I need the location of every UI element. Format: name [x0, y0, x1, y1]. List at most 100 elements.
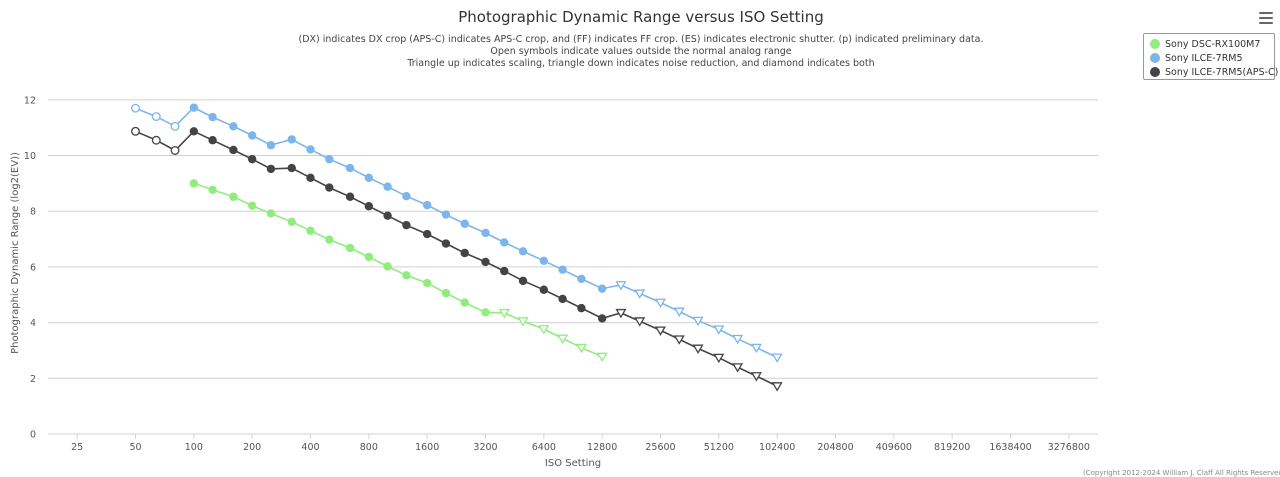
data-point-triangle-down: [615, 281, 627, 291]
chart-subtitle-line-3: Triangle up indicates scaling, triangle …: [406, 58, 874, 69]
data-point: [287, 163, 296, 173]
data-point: [422, 278, 432, 288]
legend-marker-7rm5-apsc: [1150, 67, 1160, 77]
data-point-open: [131, 126, 140, 136]
series-3: [131, 126, 783, 392]
x-tick-label: 3276800: [1048, 442, 1090, 453]
x-tick-label: 3200: [473, 442, 497, 453]
data-point: [402, 220, 411, 230]
data-point-open: [151, 135, 161, 145]
x-tick-label: 409600: [876, 442, 912, 453]
data-point: [247, 201, 257, 210]
data-point: [597, 284, 607, 293]
data-point: [345, 243, 355, 253]
y-axis-title: Photographic Dynamic Range (log2(EV)): [10, 152, 21, 354]
series-line: [135, 130, 778, 387]
data-point-triangle-down: [732, 363, 744, 373]
data-point-triangle-down: [692, 344, 704, 354]
x-tick-label: 12800: [587, 442, 617, 453]
legend-item-7rm5-apsc[interactable]: Sony ILCE-7RM5(APS-C): [1150, 65, 1278, 79]
data-point: [345, 192, 355, 201]
data-point-triangle-down: [713, 353, 725, 364]
x-tick-label: 50: [129, 442, 141, 453]
y-tick-label: 6: [30, 262, 36, 273]
data-point: [364, 202, 374, 211]
data-point: [208, 112, 217, 122]
data-point: [287, 135, 296, 144]
x-tick-label: 100: [185, 442, 203, 453]
data-point: [189, 127, 199, 136]
x-tick-label: 102400: [759, 442, 795, 453]
data-point: [247, 154, 257, 164]
data-point: [481, 308, 490, 317]
x-axis-title: ISO Setting: [545, 458, 601, 469]
data-point: [481, 257, 490, 267]
data-point: [518, 247, 528, 256]
data-point: [383, 262, 392, 271]
y-tick-label: 0: [30, 430, 36, 441]
legend-item-7rm5[interactable]: Sony ILCE-7RM5: [1150, 51, 1268, 65]
y-gridlines: [48, 99, 1098, 439]
data-point: [325, 235, 334, 244]
data-point-triangle-down: [654, 326, 667, 336]
copyright-credits: (Copyright 2012-2024 William J. Claff Al…: [1083, 469, 1280, 477]
data-point-triangle-down: [538, 325, 550, 335]
data-point: [597, 314, 607, 323]
data-point: [500, 238, 509, 247]
legend-marker-rx100m7: [1150, 39, 1160, 49]
y-tick-labels: 0 2 4 6 8 10 12: [24, 95, 36, 440]
data-point-open: [170, 121, 180, 131]
x-tick-label: 400: [301, 442, 319, 453]
data-point-triangle-down: [673, 307, 685, 317]
data-point: [422, 200, 432, 210]
hamburger-menu-icon[interactable]: [1259, 12, 1273, 25]
data-point-triangle-down: [692, 316, 704, 327]
data-point: [460, 219, 469, 228]
series-1: [189, 179, 608, 363]
chart-subtitle-line-2: Open symbols indicate values outside the…: [490, 46, 791, 57]
data-point: [229, 122, 238, 131]
data-point: [422, 229, 432, 239]
data-point-triangle-down: [634, 317, 646, 327]
data-point: [208, 136, 217, 145]
data-point-open: [151, 112, 161, 122]
y-tick-label: 12: [24, 95, 36, 106]
data-point: [364, 252, 374, 262]
data-point-triangle-down: [771, 382, 783, 392]
x-tick-label: 800: [360, 442, 378, 453]
data-point-open: [170, 146, 180, 155]
data-point-triangle-down: [596, 352, 608, 363]
y-tick-label: 10: [24, 151, 36, 162]
x-tick-label: 200: [243, 442, 261, 453]
data-point-triangle-down: [575, 343, 587, 354]
data-point: [266, 141, 276, 150]
legend: Sony DSC-RX100M7 Sony ILCE-7RM5 Sony ILC…: [1143, 33, 1278, 80]
data-point: [266, 164, 276, 174]
data-point-triangle-down: [498, 308, 510, 319]
data-point: [306, 145, 315, 154]
data-point: [539, 256, 549, 265]
data-point: [558, 265, 567, 274]
x-tick-label: 51200: [704, 442, 734, 453]
x-tick-label: 1600: [415, 442, 439, 453]
data-point-triangle-down: [732, 334, 744, 345]
series-layer: [131, 103, 783, 392]
data-point-triangle-down: [557, 334, 569, 344]
x-tick-label: 819200: [934, 442, 970, 453]
legend-label: Sony ILCE-7RM5(APS-C): [1165, 66, 1279, 78]
data-point: [325, 183, 334, 192]
data-point: [383, 182, 392, 191]
x-tick-label: 25600: [645, 442, 675, 453]
y-tick-label: 2: [30, 374, 36, 385]
data-point: [189, 179, 199, 188]
legend-label: Sony ILCE-7RM5: [1165, 52, 1243, 64]
data-point-triangle-down: [750, 343, 762, 354]
data-point: [460, 298, 469, 307]
legend-item-rx100m7[interactable]: Sony DSC-RX100M7: [1150, 37, 1268, 51]
data-point: [189, 103, 199, 112]
data-point: [402, 191, 411, 201]
y-tick-label: 4: [30, 318, 36, 329]
data-point: [229, 145, 238, 155]
y-tick-label: 8: [30, 207, 36, 218]
